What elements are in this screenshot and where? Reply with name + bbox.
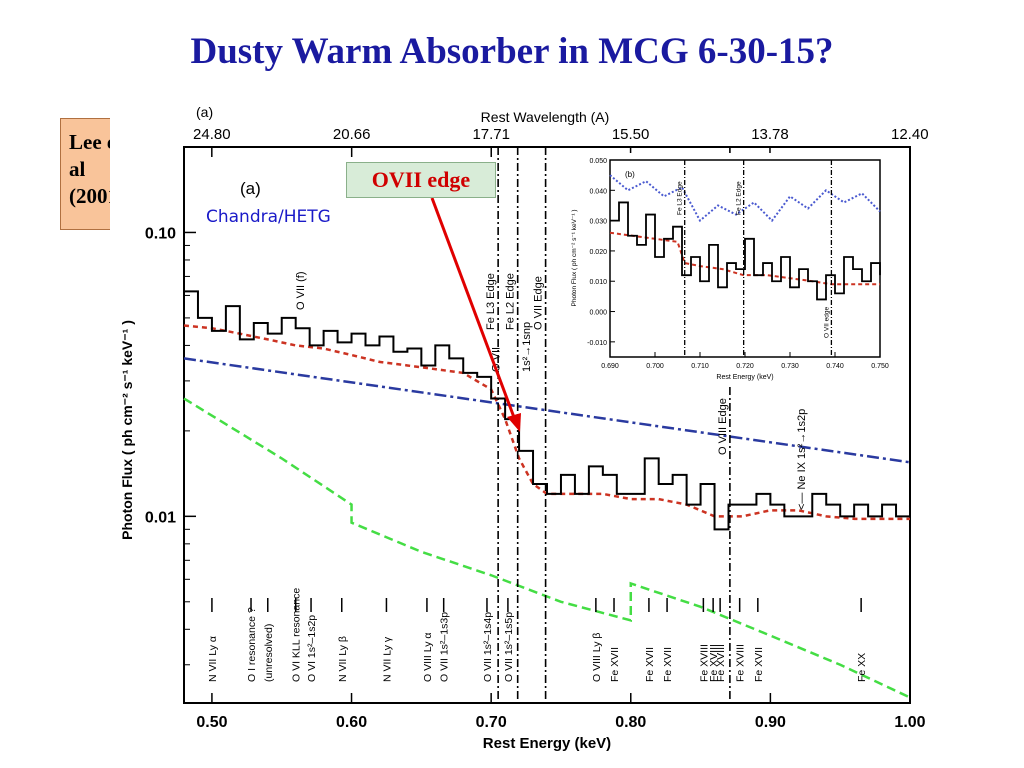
top-tick-label: 24.80	[193, 126, 231, 143]
line-id-label: O VIII Ly β	[591, 633, 603, 682]
inset-x-tick-label: 0.700	[646, 363, 664, 370]
series-continuum	[183, 357, 911, 464]
ovii-edge-label: OVII edge	[346, 162, 496, 198]
inset-y-tick-label: 0.040	[589, 188, 607, 195]
line-id-label: O VII 1s²–1s5p	[503, 612, 515, 682]
inset-x-tick-label: 0.690	[601, 363, 619, 370]
line-id-label: O VII 1s²–1s4p	[482, 612, 494, 682]
x-tick-label: 0.90	[755, 714, 786, 731]
line-id-label: Fe XVIII	[715, 644, 727, 682]
line-id-label: N VII Ly γ	[381, 636, 393, 682]
inset-x-tick-label: 0.710	[691, 363, 709, 370]
inset-x-axis-label: Rest Energy (keV)	[716, 374, 773, 381]
x-tick-label: 0.70	[476, 714, 507, 731]
line-id-label: Fe XVII	[662, 647, 674, 682]
line-id-label: Fe XVIII	[698, 644, 710, 682]
edge-marker-label: O VIII Edge	[717, 398, 729, 455]
plot-frame	[183, 146, 911, 704]
inset-edge-label: Fe L3 Edge	[677, 181, 684, 215]
instrument-label: Chandra/HETG	[206, 207, 331, 227]
line-id-label: Fe XVII	[644, 647, 656, 682]
y-tick-label: 0.01	[145, 509, 176, 526]
series-lower-model	[183, 397, 911, 699]
inset-x-tick-label: 0.740	[826, 363, 844, 370]
x-tick-label: 0.50	[196, 714, 227, 731]
series-data	[184, 290, 910, 531]
line-id-label: O VII 1s²–1s3p	[439, 612, 451, 682]
y-tick-label: 0.10	[145, 225, 176, 242]
line-id-label: Fe XVIII	[735, 644, 747, 682]
inset-panel-tag: (b)	[625, 170, 635, 179]
line-id-label: O VIII Ly α	[422, 633, 434, 682]
inset-y-axis-label: Photon Flux ( ph cm⁻² s⁻¹ keV⁻¹ )	[571, 210, 578, 307]
line-id-label: Fe XVIII	[708, 644, 720, 682]
panel-tag-inner: (a)	[240, 179, 261, 198]
line-id-label: N VII Ly α	[207, 636, 219, 682]
top-tick-label: 12.40	[891, 126, 929, 143]
edge-arrowhead	[507, 413, 521, 432]
x-axis-label: Rest Energy (keV)	[483, 735, 611, 752]
line-id-label: O VI 1s²–1s2p	[306, 615, 318, 682]
inset-y-tick-label: 0.010	[589, 279, 607, 286]
x-tick-label: 0.60	[336, 714, 367, 731]
line-annotation: O VII (f)	[295, 272, 307, 311]
inset-edge-label: Fe L2 Edge	[736, 181, 743, 215]
inset-x-tick-label: 0.720	[736, 363, 754, 370]
slide-title: Dusty Warm Absorber in MCG 6-30-15?	[190, 31, 834, 72]
inset-series-dust-model	[609, 174, 881, 223]
inset-series-model	[609, 231, 880, 286]
inset-y-tick-label: 0.030	[589, 219, 607, 226]
edge-arrow	[430, 197, 517, 421]
citation-line: al	[69, 157, 86, 181]
line-id-label: O VI KLL resonance	[291, 588, 303, 682]
x-tick-label: 1.00	[894, 714, 925, 731]
inset-y-tick-label: 0.020	[589, 249, 607, 256]
line-id-label: N VII Ly β	[337, 636, 349, 682]
top-tick-label: 13.78	[751, 126, 789, 143]
edge-marker-label: Fe L2 Edge	[505, 273, 517, 330]
line-id-label: Fe XVII	[609, 647, 621, 682]
y-axis-label: Photon Flux ( ph cm⁻² s⁻¹ keV⁻¹ )	[119, 320, 135, 540]
line-id-label: Fe XX	[856, 653, 868, 682]
line-annotation: 1s²→1snp	[521, 322, 533, 372]
x-tick-label: 0.80	[615, 714, 646, 731]
inset-y-tick-label: -0.010	[587, 340, 607, 347]
inset-series-data	[610, 201, 881, 301]
inset-y-tick-label: 0.050	[589, 158, 607, 165]
top-tick-label: 20.66	[333, 126, 371, 143]
series-group	[183, 290, 911, 699]
line-id-label: Fe XVII	[753, 647, 765, 682]
inset-y-tick-label: 0.000	[589, 310, 607, 317]
inset-edge-label: O VII edge	[823, 307, 830, 338]
inset-x-tick-label: 0.730	[781, 363, 799, 370]
line-id-label: (unresolved)	[263, 624, 275, 682]
edge-marker-label: Fe L3 Edge	[485, 273, 497, 330]
line-id-label: O I resonance ?	[246, 607, 258, 682]
line-annotation: <— Ne IX 1s²→1s2p	[796, 409, 808, 510]
panel-tag: (a)	[196, 104, 213, 120]
top-axis-label: Rest Wavelength (A)	[481, 109, 610, 125]
top-tick-label: 17.71	[472, 126, 510, 143]
edge-marker-label: O VII Edge	[533, 276, 545, 330]
top-tick-label: 15.50	[612, 126, 650, 143]
inset-x-tick-label: 0.750	[871, 363, 889, 370]
